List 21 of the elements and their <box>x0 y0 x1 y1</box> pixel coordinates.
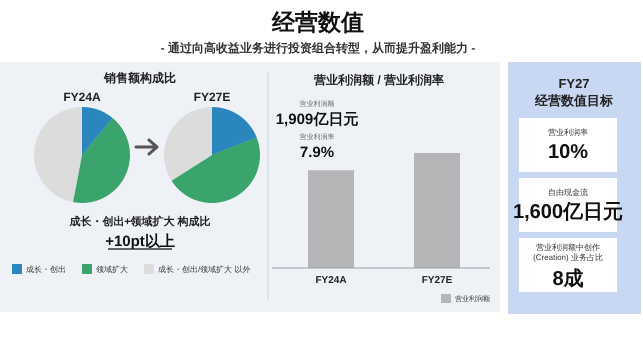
text: - 通过向高收益业务进行投资组合转型，从而提升盈利能力 - <box>160 41 476 55</box>
chart-title: FY27E <box>194 90 230 104</box>
annotation: 7.9% <box>300 144 334 161</box>
chart-title: 营业利润额 / 营业利润率 <box>312 73 444 87</box>
text: FY27 <box>558 76 590 91</box>
text: 经营数值 <box>271 9 364 35</box>
text: 10% <box>548 141 588 163</box>
text: +10pt以上 <box>105 233 175 250</box>
chart-title: 销售额构成比 <box>103 71 176 85</box>
legend-label: 领域扩大 <box>96 265 128 274</box>
text: 1,600亿日元 <box>512 201 624 223</box>
legend-label: 成长・创出/领域扩大 以外 <box>158 265 250 274</box>
text: 经营数值目标 <box>534 93 613 108</box>
chart-subtitle: FY24A <box>63 90 101 104</box>
text: 自由现金流 <box>548 188 588 197</box>
text: 1,909亿日元 <box>276 111 358 128</box>
text: 营业利润率 <box>548 128 588 137</box>
text: 成长・创出+领域扩大 构成比 <box>68 215 211 228</box>
text: 营业利润额中创作 (Creation) 业务占比 <box>533 243 603 262</box>
legend-label: 成长・创出 <box>26 265 66 274</box>
text: 8成 <box>552 268 584 290</box>
